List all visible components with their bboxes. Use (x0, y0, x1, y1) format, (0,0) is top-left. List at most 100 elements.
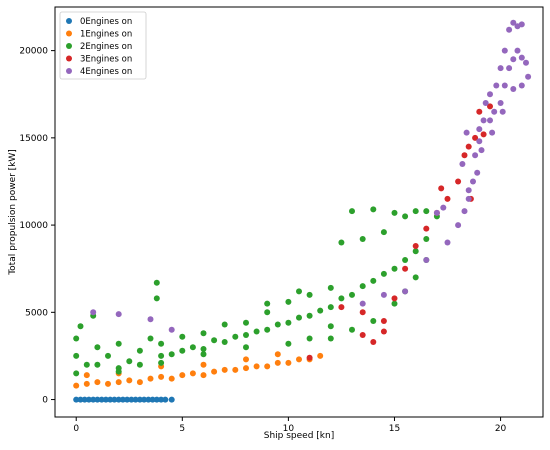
x-axis-label: Ship speed [kn] (264, 431, 334, 441)
data-point-series-0 (149, 396, 156, 403)
data-point-series-0 (73, 396, 80, 403)
data-point-series-2 (115, 368, 122, 375)
data-point-series-3 (338, 304, 345, 311)
data-point-series-2 (147, 335, 154, 342)
data-point-series-1 (253, 363, 260, 370)
legend-label: 2Engines on (80, 42, 132, 52)
data-point-series-1 (115, 379, 122, 386)
data-point-series-2 (83, 361, 90, 368)
data-point-series-1 (158, 373, 165, 380)
data-point-series-4 (487, 117, 493, 124)
legend-marker (66, 68, 72, 74)
data-point-series-1 (189, 370, 196, 377)
data-point-series-2 (158, 352, 165, 359)
data-point-series-4 (470, 178, 476, 185)
data-point-series-2 (200, 351, 207, 358)
data-point-series-2 (349, 291, 355, 298)
data-point-series-3 (455, 178, 462, 185)
data-point-series-4 (461, 208, 468, 215)
data-point-series-4 (501, 47, 508, 54)
data-point-series-2 (327, 304, 334, 311)
data-point-series-1 (94, 379, 101, 386)
data-point-series-1 (317, 352, 324, 359)
data-point-series-2 (423, 236, 430, 242)
data-point-series-1 (296, 356, 302, 363)
data-point-series-2 (136, 361, 143, 368)
data-point-series-4 (491, 108, 498, 115)
data-point-series-2 (153, 295, 160, 302)
data-point-series-2 (153, 279, 160, 286)
data-point-series-1 (83, 380, 90, 387)
legend-marker (66, 30, 72, 37)
data-point-series-2 (306, 312, 313, 319)
data-point-series-4 (518, 82, 525, 89)
data-point-series-3 (380, 328, 387, 335)
points-layer (73, 19, 532, 403)
data-point-series-1 (179, 372, 186, 379)
data-point-series-2 (327, 335, 334, 342)
data-point-series-1 (243, 356, 249, 363)
data-point-series-1 (126, 377, 133, 384)
data-point-series-2 (285, 340, 292, 347)
data-point-series-4 (459, 161, 466, 167)
y-tick-label: 10000 (19, 221, 48, 231)
data-point-series-4 (493, 82, 500, 89)
data-point-series-2 (370, 318, 377, 324)
data-point-series-4 (525, 73, 532, 80)
data-point-series-1 (243, 365, 249, 372)
data-point-series-2 (179, 333, 186, 340)
data-point-series-4 (523, 59, 529, 66)
data-point-series-1 (147, 375, 154, 382)
data-point-series-3 (438, 185, 445, 192)
data-point-series-0 (107, 396, 114, 403)
data-point-series-2 (391, 209, 398, 216)
data-point-series-2 (73, 352, 80, 359)
data-point-series-3 (461, 152, 468, 159)
data-point-series-3 (423, 225, 430, 232)
legend-marker (66, 55, 72, 62)
data-point-series-0 (119, 396, 126, 403)
data-point-series-2 (243, 344, 249, 351)
legend-label: 0Engines on (80, 17, 132, 27)
data-point-series-0 (85, 396, 92, 403)
data-point-series-2 (264, 300, 271, 307)
data-point-series-4 (476, 138, 483, 145)
data-point-series-2 (370, 277, 377, 284)
x-tick-label: 10 (283, 424, 295, 434)
data-point-series-4 (478, 147, 485, 154)
data-point-series-1 (73, 382, 80, 389)
data-point-series-4 (510, 19, 517, 26)
x-tick-label: 5 (179, 424, 185, 434)
data-point-series-4 (474, 169, 481, 176)
data-point-series-2 (221, 339, 228, 345)
data-point-series-1 (136, 379, 143, 386)
data-point-series-4 (510, 56, 517, 63)
data-point-series-3 (472, 134, 479, 141)
legend-label: 4Engines on (80, 67, 132, 77)
data-point-series-3 (370, 339, 377, 345)
data-point-series-4 (465, 187, 472, 194)
data-point-series-2 (126, 358, 133, 365)
data-point-series-4 (380, 291, 387, 298)
data-point-series-2 (380, 229, 387, 236)
data-point-series-0 (90, 396, 97, 403)
data-point-series-4 (444, 239, 451, 246)
data-point-series-2 (370, 206, 377, 213)
data-point-series-1 (264, 363, 271, 370)
data-point-series-0 (94, 396, 101, 403)
data-point-series-0 (111, 396, 118, 403)
data-point-series-2 (77, 323, 84, 330)
data-point-series-0 (168, 396, 175, 403)
data-point-series-3 (391, 295, 398, 302)
data-point-series-0 (145, 396, 152, 403)
data-point-series-1 (232, 366, 239, 373)
data-point-series-0 (98, 396, 105, 403)
data-point-series-2 (243, 319, 249, 326)
data-point-series-4 (147, 316, 154, 323)
data-point-series-2 (274, 321, 281, 328)
data-point-series-2 (412, 208, 419, 215)
y-tick-label: 15000 (19, 134, 48, 144)
data-point-series-2 (402, 257, 409, 263)
data-point-series-4 (115, 311, 122, 318)
data-point-series-2 (253, 328, 260, 335)
